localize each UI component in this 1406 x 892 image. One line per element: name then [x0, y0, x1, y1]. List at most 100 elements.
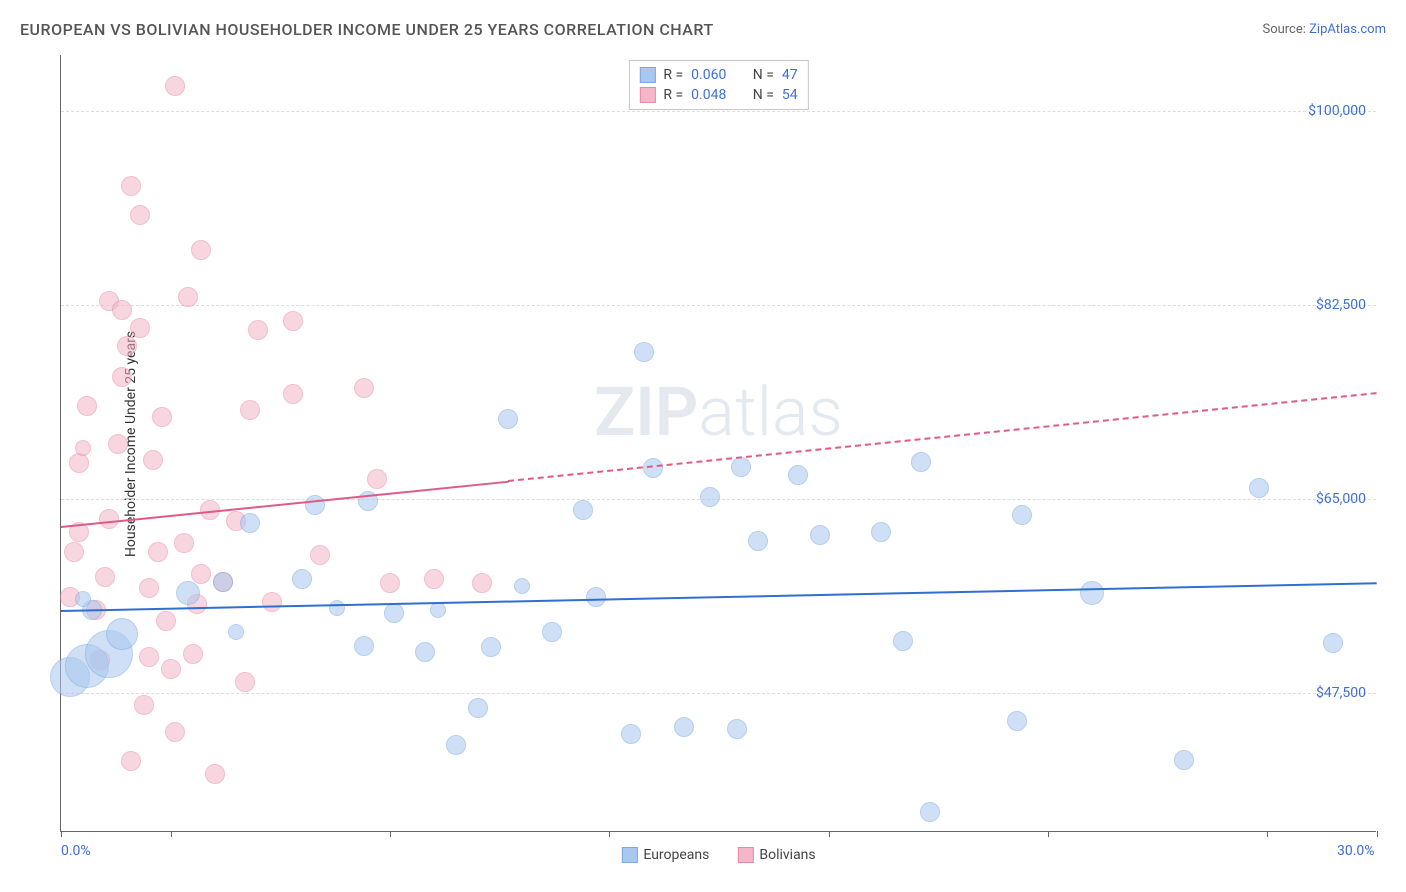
x-tick	[829, 831, 830, 837]
scatter-point	[731, 457, 751, 477]
scatter-point	[305, 495, 325, 515]
scatter-point	[1080, 581, 1104, 605]
scatter-point	[354, 378, 374, 398]
stat-r-value: 0.048	[691, 87, 726, 103]
scatter-point	[354, 636, 374, 656]
scatter-point	[112, 367, 132, 387]
scatter-point	[64, 542, 84, 562]
scatter-point	[283, 384, 303, 404]
legend-label: Bolivians	[759, 847, 815, 863]
legend-swatch	[639, 87, 655, 103]
legend-stats-box: R = 0.060 N = 47R = 0.048 N = 54	[628, 60, 808, 110]
scatter-point	[213, 572, 233, 592]
scatter-point	[174, 533, 194, 553]
scatter-point	[134, 695, 154, 715]
scatter-point	[121, 751, 141, 771]
legend-item: Europeans	[621, 847, 709, 863]
y-tick-label: $82,500	[1316, 297, 1366, 313]
stat-n-value: 47	[782, 67, 798, 83]
scatter-point	[121, 176, 141, 196]
stat-r-value: 0.060	[691, 67, 726, 83]
x-axis-label: 0.0%	[61, 843, 91, 859]
legend-stats-row: R = 0.048 N = 54	[639, 85, 797, 105]
scatter-point	[240, 400, 260, 420]
scatter-point	[75, 591, 91, 607]
scatter-point	[161, 659, 181, 679]
scatter-point	[748, 531, 768, 551]
scatter-point	[384, 603, 404, 623]
scatter-point	[191, 240, 211, 260]
scatter-point	[165, 722, 185, 742]
watermark-light: atlas	[698, 372, 843, 452]
legend-swatch	[621, 847, 637, 863]
scatter-point	[920, 802, 940, 822]
scatter-point	[310, 545, 330, 565]
plot-area: ZIPatlas R = 0.060 N = 47R = 0.048 N = 5…	[60, 55, 1376, 832]
scatter-point	[810, 525, 830, 545]
scatter-point	[143, 450, 163, 470]
x-tick	[1377, 831, 1378, 837]
scatter-point	[106, 618, 138, 650]
scatter-point	[1174, 750, 1194, 770]
scatter-point	[240, 513, 260, 533]
scatter-point	[329, 600, 345, 616]
scatter-point	[586, 587, 606, 607]
scatter-point	[130, 205, 150, 225]
scatter-point	[621, 724, 641, 744]
scatter-point	[95, 567, 115, 587]
scatter-point	[481, 637, 501, 657]
trend-line	[61, 582, 1377, 612]
trend-line	[508, 392, 1377, 482]
scatter-point	[430, 602, 446, 618]
scatter-point	[99, 509, 119, 529]
scatter-point	[700, 487, 720, 507]
scatter-point	[415, 642, 435, 662]
y-tick-label: $100,000	[1308, 103, 1366, 119]
scatter-point	[283, 311, 303, 331]
scatter-point	[156, 611, 176, 631]
scatter-point	[446, 735, 466, 755]
gridline-horizontal	[61, 111, 1376, 112]
source-link[interactable]: ZipAtlas.com	[1309, 22, 1386, 37]
scatter-point	[130, 318, 150, 338]
legend-label: Europeans	[643, 847, 709, 863]
legend-bottom: Europeans Bolivians	[621, 847, 815, 863]
scatter-point	[112, 300, 132, 320]
scatter-point	[1323, 633, 1343, 653]
gridline-horizontal	[61, 305, 1376, 306]
x-tick	[61, 831, 62, 837]
x-tick	[609, 831, 610, 837]
watermark: ZIPatlas	[594, 372, 843, 452]
chart-container: Householder Income Under 25 years ZIPatl…	[60, 55, 1376, 832]
x-tick	[1267, 831, 1268, 837]
legend-item: Bolivians	[737, 847, 815, 863]
scatter-point	[262, 592, 282, 612]
scatter-point	[911, 452, 931, 472]
legend-stats-row: R = 0.060 N = 47	[639, 65, 797, 85]
scatter-point	[634, 342, 654, 362]
y-tick-label: $65,000	[1316, 491, 1366, 507]
scatter-point	[727, 719, 747, 739]
scatter-point	[139, 647, 159, 667]
scatter-point	[148, 542, 168, 562]
scatter-point	[380, 573, 400, 593]
scatter-point	[542, 622, 562, 642]
gridline-horizontal	[61, 693, 1376, 694]
source-attribution: Source: ZipAtlas.com	[1262, 22, 1386, 37]
scatter-point	[788, 465, 808, 485]
scatter-point	[75, 440, 91, 456]
scatter-point	[191, 564, 211, 584]
scatter-point	[152, 407, 172, 427]
scatter-point	[77, 396, 97, 416]
scatter-point	[205, 764, 225, 784]
scatter-point	[139, 578, 159, 598]
stat-n-label: N =	[753, 87, 774, 103]
scatter-point	[498, 409, 518, 429]
scatter-point	[108, 434, 128, 454]
chart-title: EUROPEAN VS BOLIVIAN HOUSEHOLDER INCOME …	[20, 20, 714, 39]
scatter-point	[1249, 478, 1269, 498]
scatter-point	[1012, 505, 1032, 525]
scatter-point	[468, 698, 488, 718]
legend-swatch	[737, 847, 753, 863]
scatter-point	[1007, 711, 1027, 731]
